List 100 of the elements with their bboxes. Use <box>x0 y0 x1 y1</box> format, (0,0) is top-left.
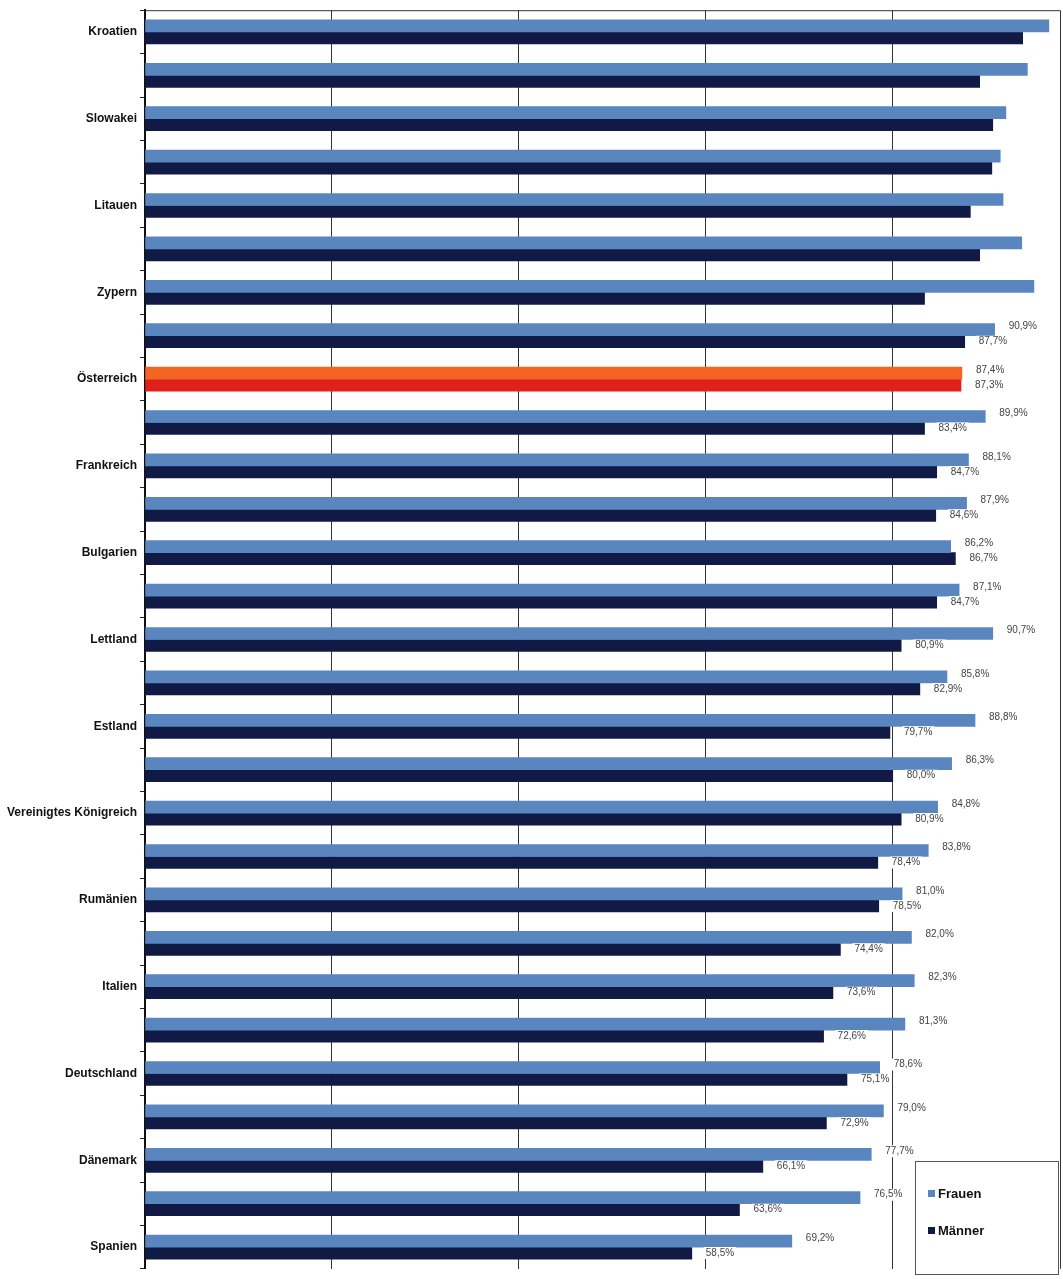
bar <box>145 812 902 826</box>
data-label: 73,6% <box>846 986 876 998</box>
bar <box>145 31 1024 45</box>
bar <box>145 682 921 696</box>
bar <box>145 508 937 522</box>
bar <box>145 118 994 132</box>
bar <box>145 627 994 640</box>
data-label: 82,9% <box>933 682 963 694</box>
data-label: 79,7% <box>903 726 933 738</box>
bar <box>145 19 1050 33</box>
y-tick-label: Slowakei <box>85 111 138 126</box>
bar <box>145 465 938 479</box>
data-label: 84,6% <box>949 509 979 521</box>
y-tick-label: Vereinigtes Königreich <box>6 805 138 820</box>
bar <box>145 1246 693 1260</box>
data-label: 89,9% <box>999 407 1028 419</box>
bar <box>145 335 966 349</box>
bar <box>145 986 834 1000</box>
bar <box>145 1116 827 1130</box>
data-label: 82,3% <box>928 971 957 983</box>
bar <box>145 161 993 175</box>
data-label: 84,7% <box>950 595 980 607</box>
y-tick-label: Litauen <box>94 197 138 212</box>
bar <box>145 236 1023 250</box>
data-label: 75,1% <box>860 1073 890 1085</box>
data-label: 74,4% <box>854 943 883 955</box>
data-label: 84,8% <box>951 797 981 809</box>
data-label: 88,8% <box>989 711 1018 723</box>
data-label: 76,5% <box>874 1188 903 1200</box>
data-label: 88,1% <box>982 450 1011 462</box>
bar <box>145 856 879 869</box>
bar <box>145 942 841 956</box>
y-tick-label: Deutschland <box>65 1065 138 1080</box>
bar <box>145 62 1028 76</box>
bar <box>145 74 981 88</box>
data-label: 81,3% <box>918 1014 948 1026</box>
bar <box>145 149 1001 163</box>
data-label: 87,4% <box>975 363 1005 375</box>
bar <box>145 930 912 944</box>
bar <box>145 193 1004 206</box>
data-label: 63,6% <box>753 1203 782 1215</box>
bar <box>145 106 1007 120</box>
data-label: 86,2% <box>964 537 994 549</box>
bar <box>145 800 938 814</box>
bar <box>145 725 891 739</box>
bar <box>145 1073 848 1086</box>
bar <box>145 769 894 783</box>
bar <box>145 974 915 988</box>
data-label: 66,1% <box>776 1160 806 1172</box>
bar <box>145 378 962 392</box>
data-label: 87,9% <box>980 494 1010 506</box>
data-label: 69,2% <box>805 1231 835 1243</box>
bar <box>145 1234 793 1248</box>
data-label: 78,4% <box>891 856 921 868</box>
data-label: 83,8% <box>942 841 971 853</box>
data-label: 84,7% <box>950 465 980 477</box>
data-label: 72,6% <box>837 1029 867 1041</box>
bar <box>145 422 925 435</box>
y-tick-label: Italien <box>102 979 138 994</box>
bar <box>145 1147 872 1161</box>
bar <box>145 205 971 218</box>
bar <box>145 887 903 901</box>
y-tick-label: Österreich <box>77 370 138 386</box>
bar <box>145 410 986 423</box>
bar <box>145 496 967 510</box>
y-tick-label: Estland <box>93 718 138 733</box>
data-label: 78,6% <box>893 1058 923 1070</box>
y-tick-label: Dänemark <box>79 1152 138 1167</box>
y-tick-label: Lettland <box>90 631 138 646</box>
y-tick-label: Bulgarien <box>81 545 138 560</box>
data-label: 79,0% <box>897 1101 926 1113</box>
data-label: 86,7% <box>969 552 998 564</box>
legend-label: Männer <box>938 1223 985 1238</box>
bar <box>145 291 925 305</box>
legend-label: Frauen <box>938 1186 982 1201</box>
y-tick-label: Kroatien <box>88 24 138 39</box>
bar <box>145 552 956 566</box>
bar <box>145 540 952 554</box>
bar <box>145 595 938 609</box>
bar <box>145 1061 881 1074</box>
y-tick-label: Frankreich <box>75 458 138 473</box>
bar <box>145 366 963 380</box>
bar <box>145 323 995 337</box>
bar <box>145 453 969 467</box>
y-tick-label: Spanien <box>90 1239 138 1254</box>
data-label: 77,7% <box>885 1145 914 1157</box>
data-label: 87,7% <box>978 335 1008 347</box>
bar <box>145 899 880 913</box>
data-label: 72,9% <box>840 1116 869 1128</box>
bar <box>145 757 952 771</box>
y-tick-label: Rumänien <box>79 892 138 907</box>
bar <box>145 713 976 727</box>
bar <box>145 1029 824 1043</box>
data-label: 87,3% <box>974 378 1004 390</box>
bar <box>145 583 960 597</box>
data-label: 83,4% <box>938 422 967 434</box>
data-label: 80,9% <box>915 812 944 824</box>
data-label: 78,5% <box>892 899 922 911</box>
data-label: 87,1% <box>973 580 1002 592</box>
bar <box>145 279 1035 293</box>
